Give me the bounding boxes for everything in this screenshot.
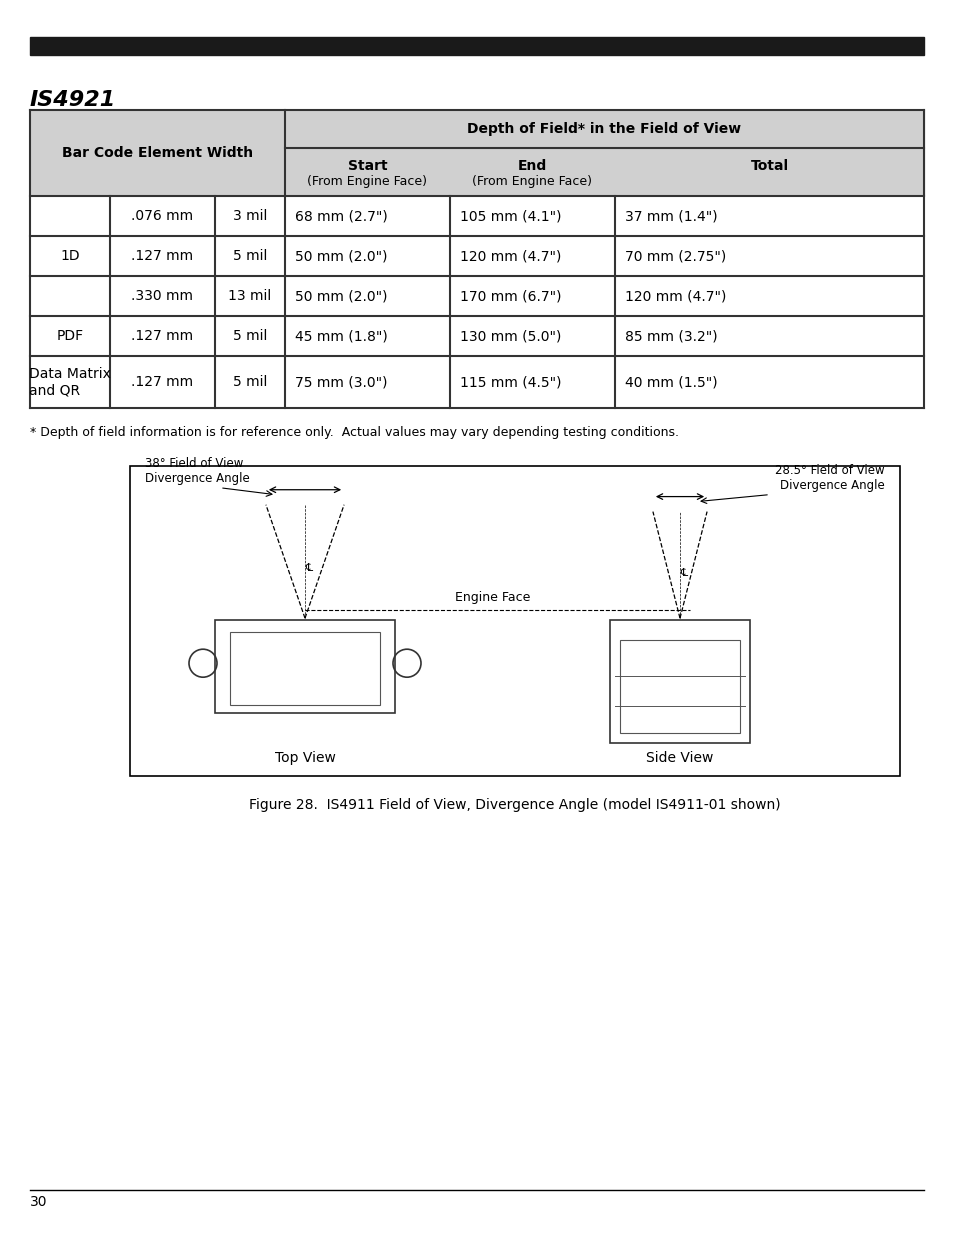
Text: 5 mil: 5 mil	[233, 329, 267, 343]
Text: End: End	[517, 159, 547, 173]
Text: 5 mil: 5 mil	[233, 249, 267, 263]
Text: 13 mil: 13 mil	[228, 289, 272, 303]
Text: 75 mm (3.0"): 75 mm (3.0")	[294, 375, 387, 389]
Text: 120 mm (4.7"): 120 mm (4.7")	[624, 289, 725, 303]
Bar	[609, 620, 749, 743]
Text: 40 mm (1.5"): 40 mm (1.5")	[624, 375, 717, 389]
Text: Depth of Field* in the Field of View: Depth of Field* in the Field of View	[467, 122, 740, 136]
Text: Figure 28.  IS4911 Field of View, Divergence Angle (model IS4911-01 shown): Figure 28. IS4911 Field of View, Diverge…	[249, 798, 780, 811]
Text: 37 mm (1.4"): 37 mm (1.4")	[624, 209, 717, 224]
Bar	[30, 356, 923, 408]
Text: 1D: 1D	[60, 249, 80, 263]
Text: 130 mm (5.0"): 130 mm (5.0")	[459, 329, 560, 343]
Text: 28.5° Field of View
Divergence Angle: 28.5° Field of View Divergence Angle	[775, 463, 884, 492]
Text: 170 mm (6.7"): 170 mm (6.7")	[459, 289, 561, 303]
Text: PDF: PDF	[56, 329, 84, 343]
Bar	[30, 196, 923, 236]
Text: (From Engine Face): (From Engine Face)	[472, 175, 592, 188]
Text: 50 mm (2.0"): 50 mm (2.0")	[294, 289, 387, 303]
Text: 85 mm (3.2"): 85 mm (3.2")	[624, 329, 717, 343]
Text: .127 mm: .127 mm	[132, 249, 193, 263]
Text: Side View: Side View	[645, 751, 713, 764]
Text: ℄: ℄	[679, 568, 687, 578]
Text: 70 mm (2.75"): 70 mm (2.75")	[624, 249, 725, 263]
Bar	[230, 632, 379, 705]
Text: 38° Field of View
Divergence Angle: 38° Field of View Divergence Angle	[145, 457, 250, 485]
Text: 105 mm (4.1"): 105 mm (4.1")	[459, 209, 561, 224]
Text: Data Matrix
and QR: Data Matrix and QR	[29, 367, 111, 398]
Bar	[30, 37, 923, 56]
Text: Bar Code Element Width: Bar Code Element Width	[62, 146, 253, 161]
Text: ℄: ℄	[305, 563, 313, 573]
Text: .127 mm: .127 mm	[132, 329, 193, 343]
Text: .127 mm: .127 mm	[132, 375, 193, 389]
Text: 120 mm (4.7"): 120 mm (4.7")	[459, 249, 560, 263]
Text: 50 mm (2.0"): 50 mm (2.0")	[294, 249, 387, 263]
Text: 68 mm (2.7"): 68 mm (2.7")	[294, 209, 387, 224]
Text: .076 mm: .076 mm	[132, 209, 193, 224]
Bar	[30, 275, 923, 316]
Text: Engine Face: Engine Face	[455, 592, 530, 604]
Text: 30: 30	[30, 1195, 48, 1209]
Text: IS4921: IS4921	[30, 90, 116, 110]
Bar	[30, 236, 923, 275]
Text: Top View: Top View	[274, 751, 335, 764]
Bar	[214, 620, 395, 713]
Text: 115 mm (4.5"): 115 mm (4.5")	[459, 375, 561, 389]
Bar	[30, 110, 923, 196]
Text: * Depth of field information is for reference only.  Actual values may vary depe: * Depth of field information is for refe…	[30, 426, 679, 438]
Text: 3 mil: 3 mil	[233, 209, 267, 224]
Text: (From Engine Face): (From Engine Face)	[307, 175, 427, 188]
Text: 5 mil: 5 mil	[233, 375, 267, 389]
Text: 45 mm (1.8"): 45 mm (1.8")	[294, 329, 387, 343]
Bar	[130, 466, 899, 776]
Text: Start: Start	[347, 159, 387, 173]
Text: .330 mm: .330 mm	[132, 289, 193, 303]
Bar	[619, 640, 740, 734]
Text: Total: Total	[750, 159, 788, 173]
Bar	[30, 316, 923, 356]
